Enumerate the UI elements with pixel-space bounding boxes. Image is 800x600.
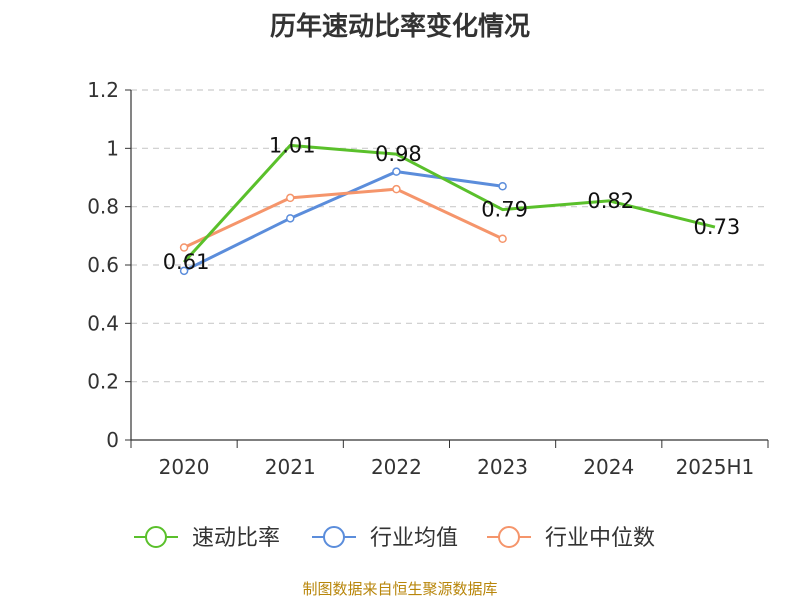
label-layer: 0.61 1.01 0.98 0.79 0.82 0.73 — [163, 133, 741, 274]
legend-marker — [498, 526, 520, 548]
grid-layer — [131, 89, 768, 383]
y-tick-label: 0.2 — [87, 370, 119, 394]
data-label: 0.82 — [587, 189, 634, 213]
data-point — [392, 184, 401, 194]
x-tick-label: 2024 — [583, 455, 634, 479]
data-label: 1.01 — [269, 133, 316, 157]
data-point — [392, 167, 401, 176]
data-point — [286, 214, 295, 223]
data-label: 0.61 — [163, 250, 210, 274]
data-point — [498, 182, 507, 191]
legend-marker — [145, 526, 167, 548]
data-point — [179, 243, 189, 252]
series-line-2 — [183, 187, 504, 249]
data-label: 0.79 — [481, 198, 528, 222]
series-layer — [179, 143, 716, 276]
data-point — [498, 234, 507, 243]
series-line-1 — [183, 170, 503, 273]
series-line-0 — [182, 143, 716, 264]
data-point — [286, 193, 295, 203]
chart-title: 历年速动比率变化情况 — [269, 12, 530, 42]
x-tick-label: 2020 — [159, 455, 210, 479]
legend-marker — [323, 526, 345, 548]
legend-label: 速动比率 — [192, 526, 280, 551]
legend-label: 行业均值 — [370, 526, 458, 551]
y-tick-label: 0.8 — [87, 195, 119, 219]
data-label: 0.98 — [375, 142, 422, 166]
y-tick-label: 0.6 — [87, 253, 119, 277]
y-tick-label: 0.4 — [87, 311, 119, 335]
axis-layer: 0 0.2 0.4 0.6 0.8 1 1.2 2020 2021 2022 2023 2024 202… — [87, 78, 769, 479]
y-tick-label: 0 — [106, 428, 119, 452]
x-tick-label: 2025H1 — [676, 455, 755, 479]
y-tick-label: 1.2 — [87, 78, 119, 102]
data-point — [179, 266, 189, 276]
y-tick-label: 1 — [106, 136, 119, 160]
source-note: 制图数据来自恒生聚源数据库 — [302, 580, 498, 598]
x-tick-label: 2022 — [371, 455, 422, 479]
x-tick-label: 2021 — [265, 455, 316, 479]
legend: 速动比率 行业均值 行业中位数 — [134, 526, 655, 551]
legend-label: 行业中位数 — [545, 526, 655, 551]
data-label: 0.73 — [694, 215, 741, 239]
x-tick-label: 2023 — [477, 455, 528, 479]
